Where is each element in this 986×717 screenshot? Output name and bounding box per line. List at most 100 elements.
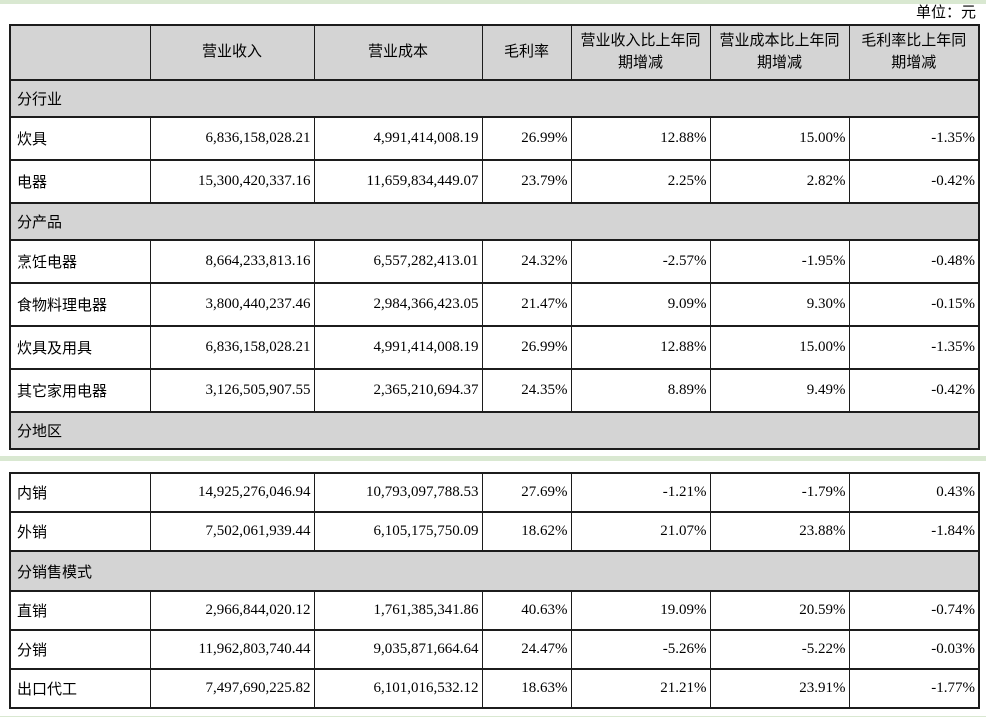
data-cell: 24.47% [481,629,572,670]
column-header-revenue: 营业收入 [149,24,315,81]
data-cell: 19.09% [570,590,711,631]
table-row: 炊具及用具 6,836,158,028.21 4,991,414,008.19 26.… [9,325,980,370]
row-label: 内销 [9,472,151,513]
table-row: 其它家用电器 3,126,505,907.55 2,365,210,694.37 24… [9,368,980,413]
column-header-cost: 营业成本 [313,24,483,81]
data-cell: 23.91% [709,668,850,709]
data-cell: 20.59% [709,590,850,631]
section-label: 分地区 [9,411,980,450]
data-cell: 8,664,233,813.16 [149,239,315,284]
section-row: 分行业 [9,79,980,118]
section-label: 分销售模式 [9,550,980,592]
data-cell: 15,300,420,337.16 [149,159,315,204]
data-cell: -1.35% [848,116,980,161]
section-label: 分产品 [9,202,980,241]
column-header-margin-yoy: 毛利率比上年同期增减 [848,24,980,81]
data-cell: 6,557,282,413.01 [313,239,483,284]
page-break-accent-bar [0,456,986,461]
data-cell: -0.03% [848,629,980,670]
table-row: 食物料理电器 3,800,440,237.46 2,984,366,423.05 21… [9,282,980,327]
data-cell: 2,365,210,694.37 [313,368,483,413]
data-cell: 6,105,175,750.09 [313,511,483,552]
data-cell: 8.89% [570,368,711,413]
data-cell: 18.62% [481,511,572,552]
data-cell: 26.99% [481,116,572,161]
data-cell: 12.88% [570,325,711,370]
section-row: 分产品 [9,202,980,241]
row-label: 电器 [9,159,151,204]
data-cell: 21.47% [481,282,572,327]
data-cell: 23.79% [481,159,572,204]
data-cell: -0.15% [848,282,980,327]
data-cell: 18.63% [481,668,572,709]
data-cell: 0.43% [848,472,980,513]
data-cell: 2,966,844,020.12 [149,590,315,631]
data-cell: -1.84% [848,511,980,552]
data-cell: 23.88% [709,511,850,552]
data-cell: 24.32% [481,239,572,284]
data-cell: 21.21% [570,668,711,709]
data-cell: -2.57% [570,239,711,284]
data-cell: 6,836,158,028.21 [149,325,315,370]
data-cell: -1.79% [709,472,850,513]
table-row: 电器 15,300,420,337.16 11,659,834,449.07 23.7… [9,159,980,204]
data-cell: -5.26% [570,629,711,670]
data-cell: 9.09% [570,282,711,327]
data-cell: -0.42% [848,159,980,204]
data-cell: 10,793,097,788.53 [313,472,483,513]
column-header-cost-yoy: 营业成本比上年同期增减 [709,24,850,81]
data-cell: 2.82% [709,159,850,204]
table-row: 外销 7,502,061,939.44 6,105,175,750.09 18.62%… [9,511,980,552]
data-cell: 11,962,803,740.44 [149,629,315,670]
row-label: 食物料理电器 [9,282,151,327]
data-cell: 15.00% [709,116,850,161]
data-cell: 2.25% [570,159,711,204]
data-cell: 12.88% [570,116,711,161]
table-row: 分销 11,962,803,740.44 9,035,871,664.64 24.47… [9,629,980,670]
section-row: 分地区 [9,411,980,450]
data-cell: 9,035,871,664.64 [313,629,483,670]
data-cell: 11,659,834,449.07 [313,159,483,204]
section-label: 分行业 [9,79,980,118]
section-row: 分销售模式 [9,550,980,592]
data-cell: 14,925,276,046.94 [149,472,315,513]
data-cell: 9.49% [709,368,850,413]
data-cell: -0.74% [848,590,980,631]
data-cell: 15.00% [709,325,850,370]
data-cell: 4,991,414,008.19 [313,325,483,370]
row-label: 直销 [9,590,151,631]
data-cell: 21.07% [570,511,711,552]
table-row: 直销 2,966,844,020.12 1,761,385,341.86 40.63%… [9,590,980,631]
data-cell: 6,836,158,028.21 [149,116,315,161]
data-cell: -1.77% [848,668,980,709]
row-label: 出口代工 [9,668,151,709]
data-cell: -1.21% [570,472,711,513]
row-label: 烹饪电器 [9,239,151,284]
column-header-gross-margin: 毛利率 [481,24,572,81]
data-cell: 1,761,385,341.86 [313,590,483,631]
table-row: 出口代工 7,497,690,225.82 6,101,016,532.12 18.6… [9,668,980,709]
page-top-accent-bar [0,0,986,4]
data-cell: 24.35% [481,368,572,413]
table-row: 炊具 6,836,158,028.21 4,991,414,008.19 26.99%… [9,116,980,161]
table-row: 内销 14,925,276,046.94 10,793,097,788.53 27.6… [9,472,980,513]
data-cell: 26.99% [481,325,572,370]
data-cell: 7,497,690,225.82 [149,668,315,709]
page-break-gap [0,450,986,472]
data-cell: 7,502,061,939.44 [149,511,315,552]
row-label: 分销 [9,629,151,670]
unit-label: 单位：元 [915,5,976,21]
data-cell: 3,800,440,237.46 [149,282,315,327]
segment-table-upper: 营业收入 营业成本 毛利率 营业收入比上年同期增减 营业成本比上年同期增减 毛利… [9,24,980,450]
data-cell: 3,126,505,907.55 [149,368,315,413]
table-row: 烹饪电器 8,664,233,813.16 6,557,282,413.01 24.3… [9,239,980,284]
table-header-row: 营业收入 营业成本 毛利率 营业收入比上年同期增减 营业成本比上年同期增减 毛利… [9,24,980,81]
row-label: 炊具及用具 [9,325,151,370]
row-label: 外销 [9,511,151,552]
data-cell: -1.35% [848,325,980,370]
page-bottom-margin [0,709,986,717]
data-cell: 6,101,016,532.12 [313,668,483,709]
segment-table-lower: 内销 14,925,276,046.94 10,793,097,788.53 27.6… [9,472,980,709]
data-cell: 4,991,414,008.19 [313,116,483,161]
column-header-empty [9,24,151,81]
